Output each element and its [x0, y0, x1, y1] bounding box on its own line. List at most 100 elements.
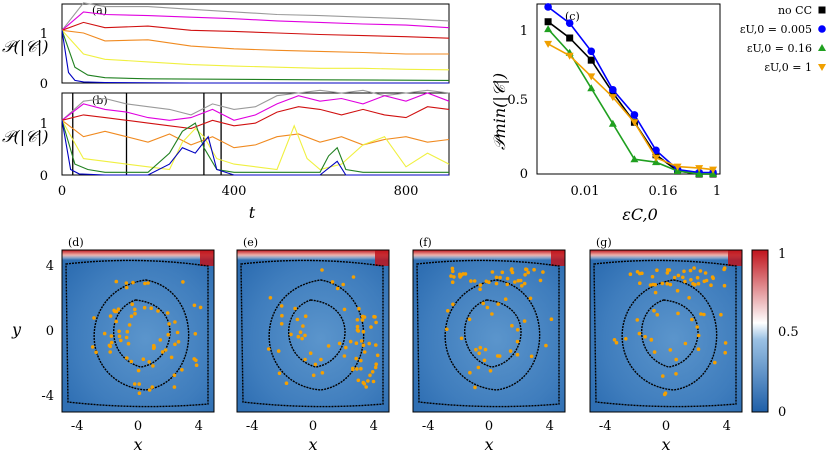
map-particle: [538, 278, 543, 283]
panel-b-series-orange: [61, 119, 450, 149]
panel-c-point-3-8: [709, 166, 718, 174]
map-particle: [342, 307, 347, 312]
map-particle: [505, 276, 510, 281]
map-particle: [655, 268, 659, 273]
map-particle: [361, 329, 366, 334]
map-particle: [133, 307, 137, 312]
panel-c-line-0: [547, 21, 714, 175]
map-particle: [127, 323, 132, 327]
panel-c-point-3-5: [652, 154, 661, 162]
map-particle: [326, 344, 331, 348]
panel-b-xlabel: t: [249, 203, 256, 222]
map-d: (d) -4 0 4 x 4 0 -4: [41, 236, 215, 454]
map-particle: [298, 330, 303, 335]
panel-c-legend-marker-2: [818, 44, 826, 51]
map-ytick-1: 0: [46, 324, 54, 339]
map-particle: [692, 266, 696, 270]
heatmap-panels: (d) -4 0 4 x 4 0 -4 (e) -4 0 4 x (f) -4 0 4 x (g) -4 0 4 x: [41, 236, 743, 454]
map-particle: [342, 354, 347, 358]
map-particle: [351, 366, 355, 371]
map-particle: [354, 356, 359, 361]
map-particle: [280, 313, 284, 318]
map-particle: [303, 357, 307, 362]
panel-c-point-1-1: [565, 19, 574, 28]
map-particle: [335, 286, 340, 291]
panel-c-point-2-4: [630, 155, 639, 163]
panel-a-series-magenta: [61, 11, 450, 31]
map-particle: [702, 279, 707, 284]
map-particle: [624, 337, 628, 341]
map-particle: [355, 318, 360, 322]
map-xlabel-0: x: [133, 435, 142, 454]
map-particle: [689, 278, 693, 282]
map-particle: [364, 385, 369, 389]
map-particle: [710, 275, 715, 279]
map-particle: [173, 320, 177, 324]
map-g: (g) -4 0 4 x: [589, 236, 743, 454]
map-particle: [683, 341, 688, 346]
map-particle: [445, 327, 449, 332]
map-particle: [474, 347, 478, 352]
map-particle: [141, 357, 146, 362]
map-particle: [359, 358, 363, 363]
map-corner: [200, 250, 214, 266]
map-tag-3: (g): [596, 236, 612, 249]
map-particle: [146, 281, 150, 285]
panel-c-point-1-0: [544, 3, 552, 11]
panel-c-point-1-5: [652, 146, 660, 155]
map-particle: [362, 382, 367, 386]
map-particle: [319, 357, 323, 362]
map-particle: [696, 281, 701, 286]
map-particle: [354, 341, 359, 346]
map-contour-0: [593, 259, 737, 408]
map-particle: [194, 358, 198, 363]
map-particle: [650, 274, 655, 279]
map-top-wall: [413, 250, 565, 260]
map-particle: [640, 271, 644, 276]
map-particle: [695, 275, 700, 280]
panel-b-series-yellow: [61, 120, 450, 171]
panel-c-point-1-4: [630, 111, 639, 119]
map-particle: [494, 281, 499, 286]
panel-c-point-3-4: [630, 119, 639, 127]
colorbar: 1 0.5 0: [751, 247, 799, 420]
map-particle: [655, 313, 660, 317]
panel-b-xtick-800: 800: [394, 184, 419, 199]
map-particle: [344, 345, 348, 350]
map-particle: [723, 350, 727, 355]
map-particle: [374, 320, 378, 325]
map-top-wall: [62, 250, 214, 260]
map-particle: [703, 271, 708, 275]
map-particle: [696, 333, 701, 338]
map-particle: [192, 303, 197, 308]
map-particle: [483, 347, 488, 352]
map-particle: [722, 267, 726, 272]
panel-c-ytick-05: 0.5: [507, 93, 528, 108]
map-particle: [355, 367, 359, 371]
map-particle: [665, 271, 670, 275]
map-ytick-0: 4: [46, 259, 54, 274]
map-particle: [473, 385, 477, 390]
map-particle: [114, 319, 118, 324]
panel-c-point-0-2: [587, 56, 595, 64]
map-particle: [351, 275, 356, 279]
map-xtick-0-1: 0: [134, 419, 142, 434]
panel-a-series-yellow: [61, 29, 450, 71]
panel-c-xlabel: εC,0: [622, 205, 658, 224]
map-particle: [366, 379, 370, 383]
map-particle: [374, 362, 379, 367]
map-particle: [362, 315, 367, 319]
panel-c-point-0-0: [544, 18, 552, 26]
map-particle: [722, 283, 727, 288]
panel-c-point-3-2: [587, 73, 596, 81]
map-xlabel-1: x: [308, 435, 317, 454]
map-particle: [665, 268, 670, 272]
map-particle: [510, 323, 514, 328]
map-particle: [114, 279, 119, 284]
map-particle: [300, 336, 304, 341]
panel-c-xtick-001: 0.01: [571, 184, 600, 199]
map-particle: [375, 353, 380, 358]
map-particle: [268, 296, 273, 300]
panel-c-point-3-0: [544, 40, 553, 48]
map-particle: [167, 322, 171, 326]
